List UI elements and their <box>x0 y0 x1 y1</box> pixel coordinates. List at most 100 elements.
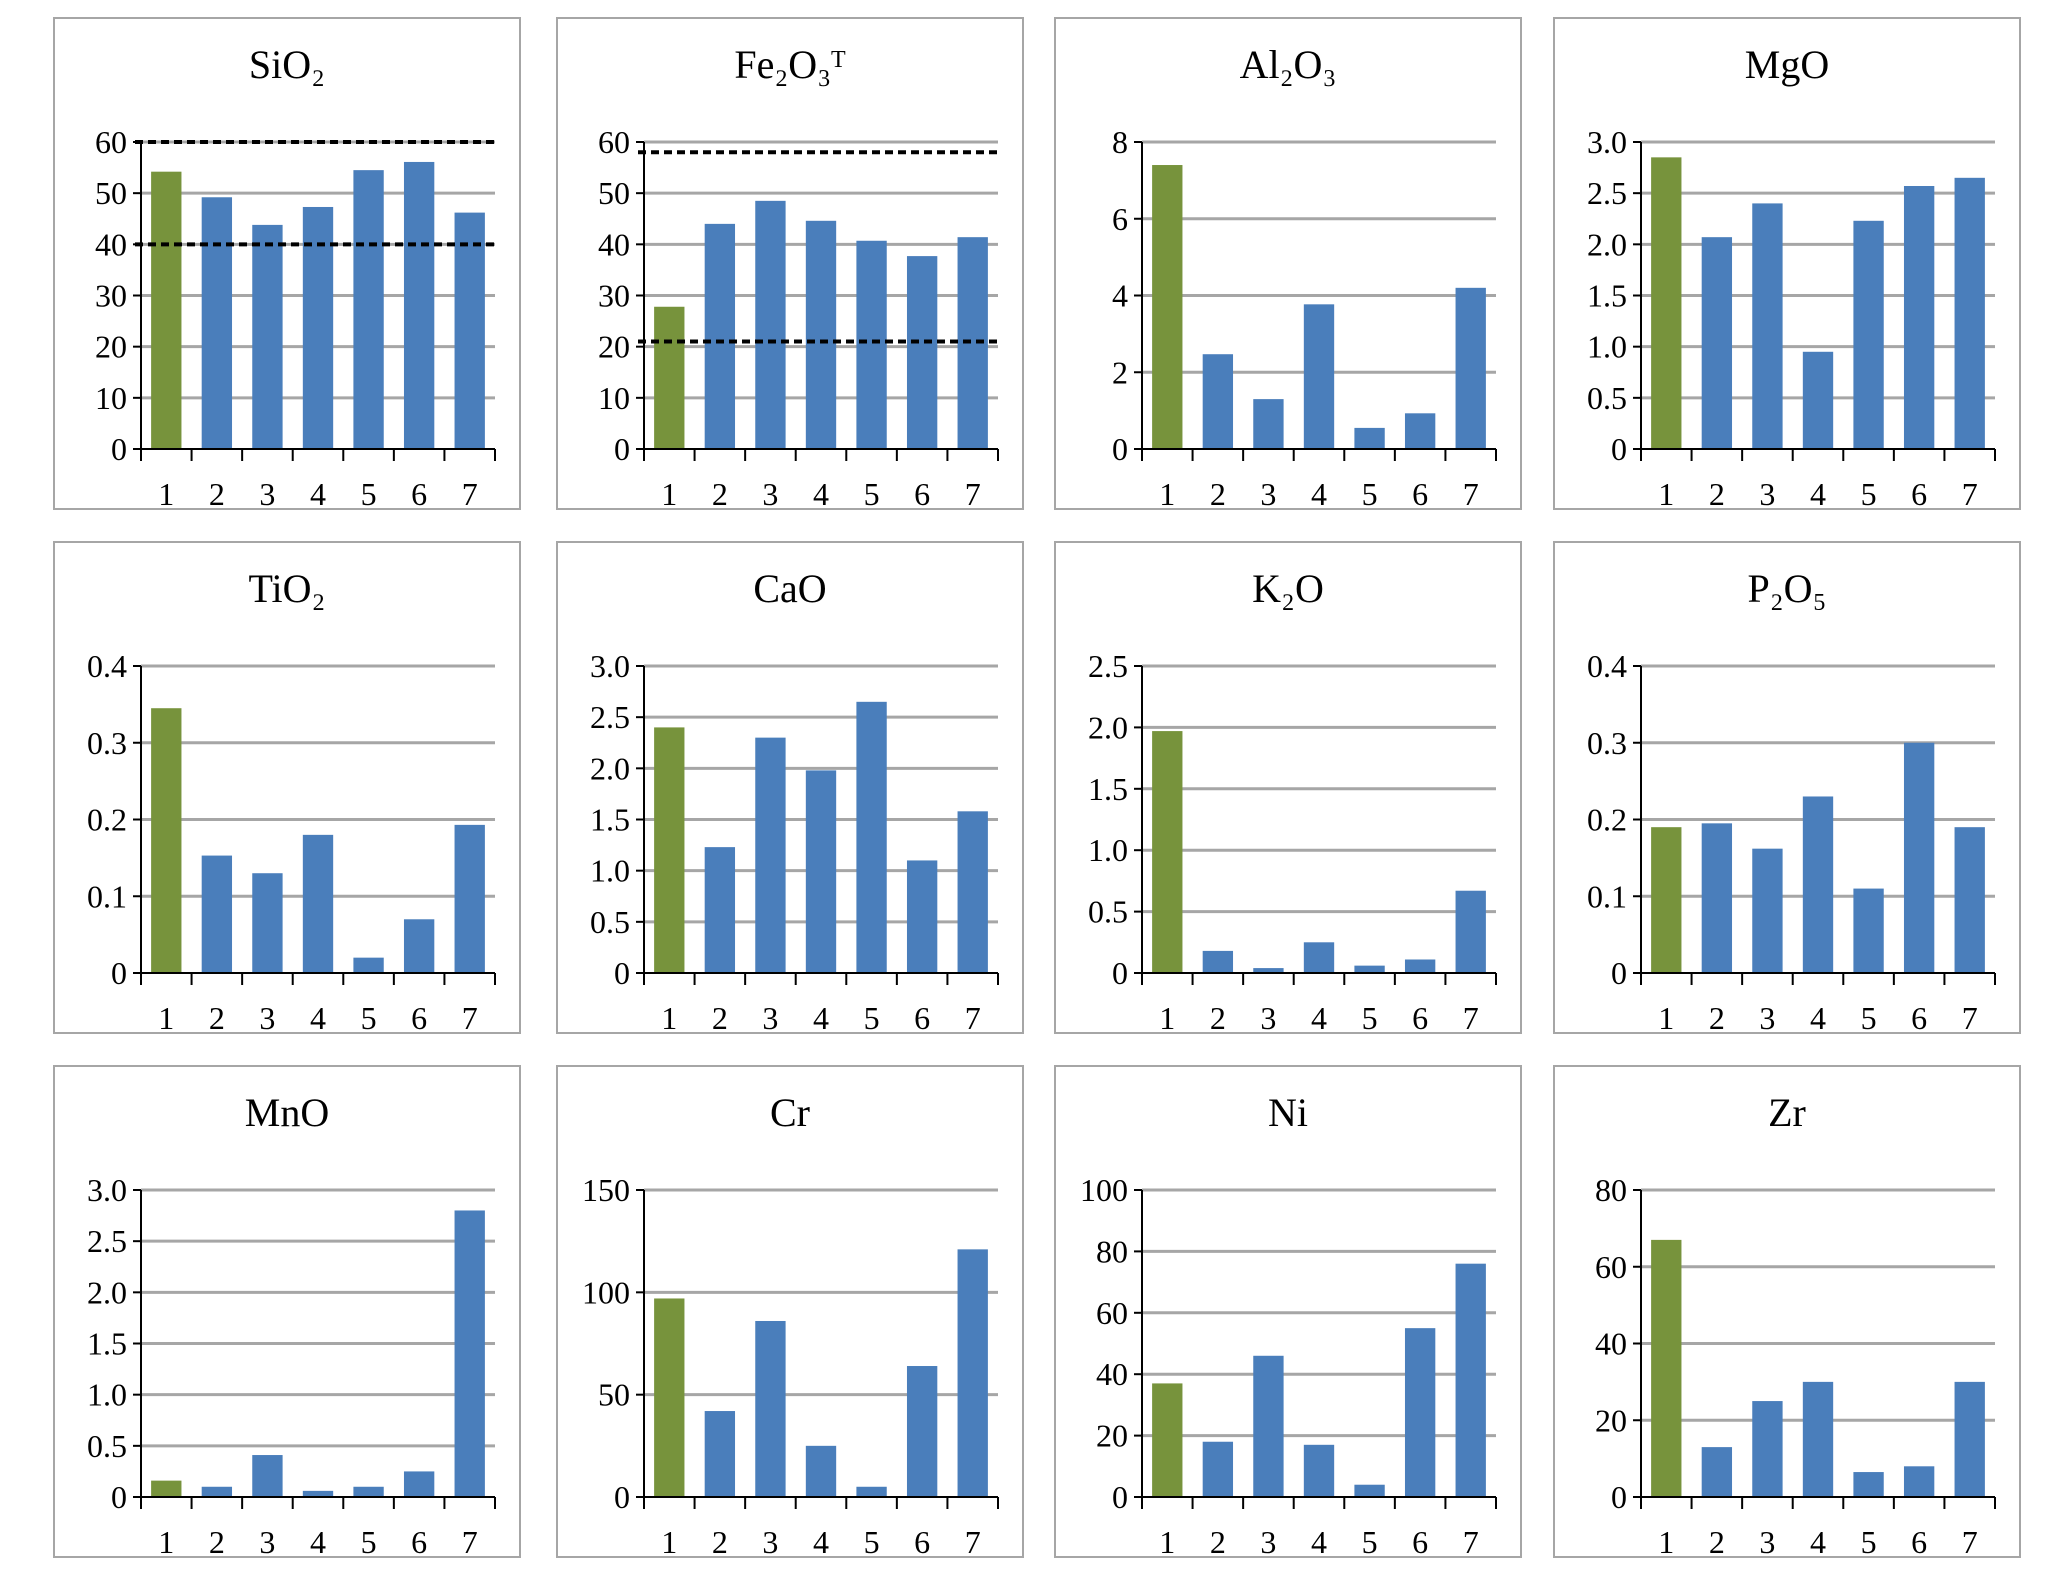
bar <box>454 212 485 449</box>
chart-panel: CaO 0 0.5 1.0 1.5 2.0 2.5 3.0 1 2 3 4 5 6 7 <box>556 541 1024 1036</box>
x-tick-label: 1 <box>1658 476 1674 512</box>
x-tick-label: 1 <box>1658 1000 1674 1036</box>
y-tick-label: 40 <box>95 226 127 262</box>
y-tick-label: 30 <box>95 278 127 314</box>
x-tick-label: 3 <box>1759 1524 1775 1560</box>
y-tick-label: 0.4 <box>1587 648 1627 684</box>
y-tick-label: 6 <box>1112 201 1128 237</box>
x-tick-label: 5 <box>361 1524 377 1560</box>
x-tick-label: 4 <box>1311 1524 1327 1560</box>
y-tick-label: 3.0 <box>87 1172 127 1208</box>
y-tick-label: 80 <box>1595 1172 1627 1208</box>
y-tick-label: 0 <box>1611 955 1627 991</box>
bar <box>1651 157 1682 449</box>
bar <box>302 1490 334 1497</box>
bar <box>1802 351 1834 449</box>
plot-area: 0 0.1 0.2 0.3 0.4 1 2 3 4 5 6 7 <box>1587 648 1996 1036</box>
x-tick-label: 1 <box>158 1524 174 1560</box>
plot-area: 0 10 20 30 40 50 60 1 2 3 4 5 6 7 <box>598 124 999 512</box>
y-tick-label: 40 <box>1595 1326 1627 1362</box>
x-tick-label: 6 <box>411 1000 427 1036</box>
y-tick-label: 0.1 <box>87 878 127 914</box>
y-tick-label: 0.3 <box>1587 725 1627 761</box>
x-tick-label: 6 <box>914 1524 930 1560</box>
x-tick-label: 2 <box>1709 1000 1725 1036</box>
bar <box>1303 942 1335 973</box>
chart-title: Zr <box>1768 1090 1806 1135</box>
chart-title: MnO <box>244 1090 330 1135</box>
bar <box>1404 959 1436 973</box>
x-tick-label: 1 <box>661 1524 677 1560</box>
y-tick-label: 0.5 <box>1587 380 1627 416</box>
bar <box>1853 220 1884 449</box>
y-tick-label: 0.5 <box>1088 894 1128 930</box>
bar <box>252 873 283 973</box>
x-tick-label: 7 <box>965 1000 981 1036</box>
x-tick-label: 3 <box>1759 476 1775 512</box>
x-tick-label: 4 <box>310 476 326 512</box>
x-tick-label: 1 <box>1159 1000 1175 1036</box>
x-tick-label: 3 <box>259 476 275 512</box>
chart-panel: MgO 0 0.5 1.0 1.5 2.0 2.5 3.0 1 2 3 4 5 6 7 <box>1553 17 2021 512</box>
bar <box>704 223 736 449</box>
bar <box>1152 1383 1183 1497</box>
bar <box>957 811 988 973</box>
x-tick-label: 4 <box>310 1524 326 1560</box>
x-tick-label: 2 <box>1210 476 1226 512</box>
y-tick-label: 1.0 <box>87 1377 127 1413</box>
y-tick-label: 0 <box>1611 1479 1627 1515</box>
bar <box>151 1480 182 1497</box>
y-tick-label: 3.0 <box>590 648 630 684</box>
bar <box>403 1471 435 1497</box>
x-tick-label: 4 <box>1810 1524 1826 1560</box>
x-tick-label: 2 <box>209 1524 225 1560</box>
y-tick-label: 30 <box>598 278 630 314</box>
bar <box>957 1249 988 1497</box>
x-tick-label: 3 <box>1759 1000 1775 1036</box>
bar <box>1954 1381 1985 1497</box>
bar <box>1903 1466 1935 1497</box>
x-tick-label: 6 <box>411 476 427 512</box>
x-tick-label: 1 <box>158 476 174 512</box>
bar <box>1701 1447 1733 1497</box>
bar <box>1303 304 1335 449</box>
y-tick-label: 2.5 <box>1088 648 1128 684</box>
y-tick-label: 0 <box>1112 1479 1128 1515</box>
x-tick-label: 5 <box>1362 1524 1378 1560</box>
x-tick-label: 1 <box>661 476 677 512</box>
x-tick-label: 1 <box>158 1000 174 1036</box>
x-tick-label: 2 <box>1210 1524 1226 1560</box>
bar <box>805 1445 837 1497</box>
x-tick-label: 5 <box>1861 1000 1877 1036</box>
x-tick-label: 6 <box>1911 1000 1927 1036</box>
y-tick-label: 2.5 <box>590 699 630 735</box>
chart-title: MgO <box>1744 42 1830 87</box>
bar <box>1752 1401 1783 1497</box>
bar <box>856 701 887 973</box>
x-tick-label: 2 <box>209 1000 225 1036</box>
bar <box>403 161 435 449</box>
x-tick-label: 7 <box>462 1524 478 1560</box>
x-tick-label: 4 <box>1810 1000 1826 1036</box>
y-tick-label: 2.5 <box>87 1223 127 1259</box>
x-tick-label: 6 <box>411 1524 427 1560</box>
y-tick-label: 2.0 <box>1587 226 1627 262</box>
y-tick-label: 4 <box>1112 278 1128 314</box>
y-tick-label: 0 <box>614 955 630 991</box>
bar <box>1954 177 1985 450</box>
x-tick-label: 5 <box>1861 1524 1877 1560</box>
bar <box>1354 1484 1385 1497</box>
x-tick-label: 3 <box>1260 1524 1276 1560</box>
bar <box>1802 796 1834 973</box>
y-tick-label: 40 <box>598 226 630 262</box>
bar <box>1354 427 1385 449</box>
chart-title: Ni <box>1268 1090 1308 1135</box>
bar <box>1701 237 1733 449</box>
bar <box>252 1455 283 1497</box>
bar <box>906 1366 938 1497</box>
bar <box>151 171 182 449</box>
chart-title: TiO₂ <box>248 566 326 611</box>
x-tick-label: 5 <box>1362 476 1378 512</box>
y-tick-label: 10 <box>95 380 127 416</box>
bar <box>1455 287 1486 449</box>
